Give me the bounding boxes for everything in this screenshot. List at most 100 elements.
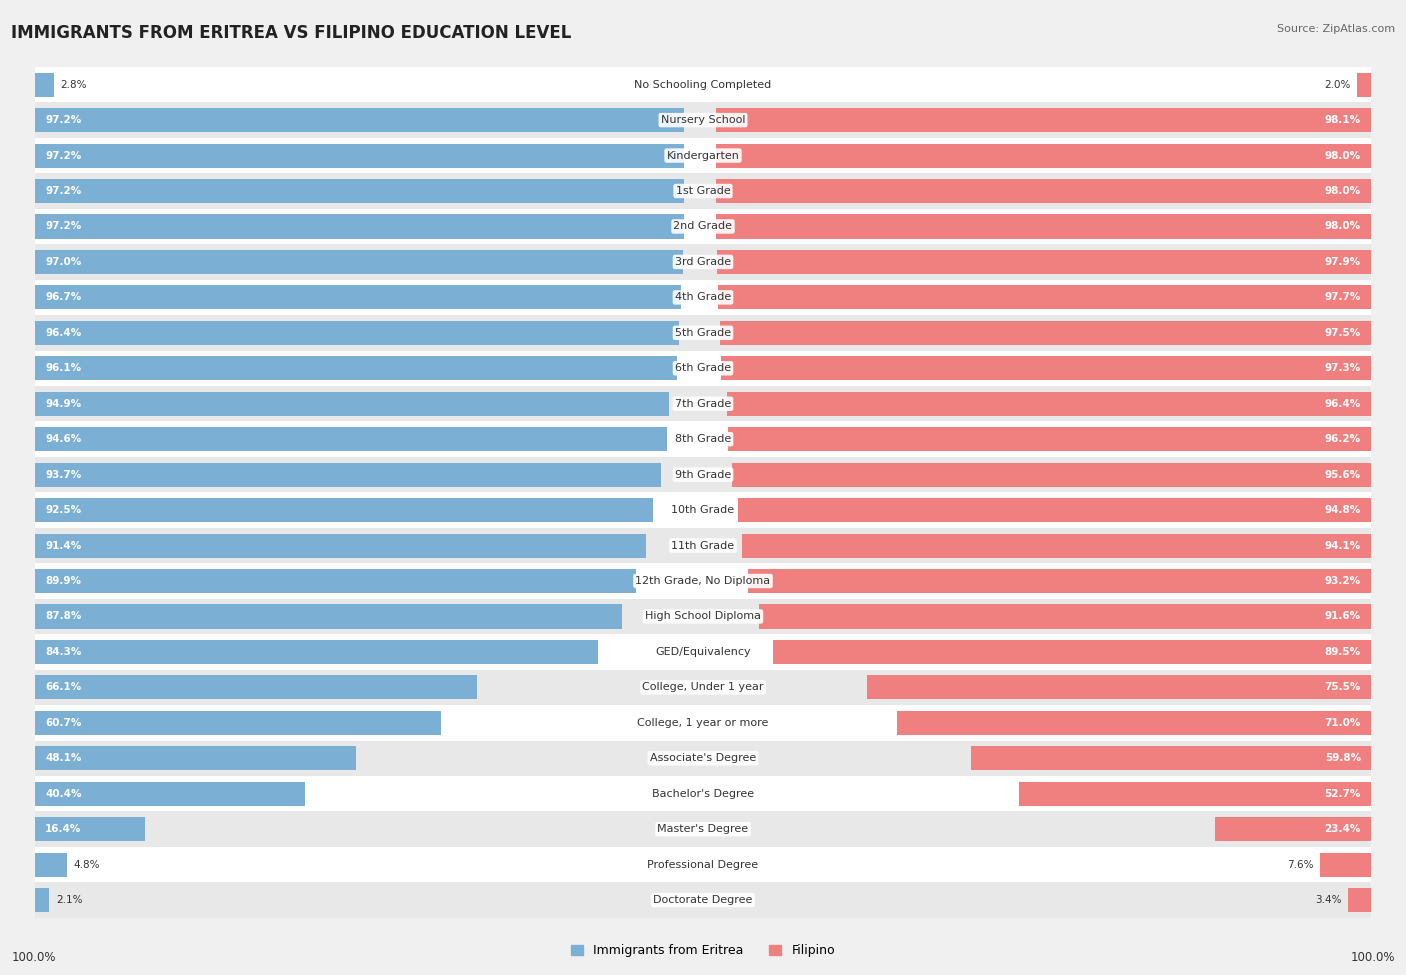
Text: 91.4%: 91.4%	[45, 540, 82, 551]
Bar	[35, 392, 669, 415]
Bar	[35, 421, 1371, 457]
Text: 23.4%: 23.4%	[1324, 824, 1361, 835]
Bar	[35, 143, 685, 168]
Text: 96.7%: 96.7%	[45, 292, 82, 302]
Text: 1st Grade: 1st Grade	[676, 186, 730, 196]
Bar	[35, 599, 1371, 634]
Bar	[35, 321, 679, 345]
Bar	[35, 782, 305, 805]
Bar	[35, 527, 1371, 564]
Bar	[733, 462, 1371, 487]
Text: 16.4%: 16.4%	[45, 824, 82, 835]
Bar	[1215, 817, 1371, 841]
Bar	[35, 72, 53, 97]
Bar	[716, 143, 1371, 168]
Text: 89.9%: 89.9%	[45, 576, 82, 586]
Text: Professional Degree: Professional Degree	[647, 860, 759, 870]
Bar	[35, 351, 1371, 386]
Bar	[35, 214, 685, 239]
Bar	[35, 498, 652, 523]
Text: 3.4%: 3.4%	[1315, 895, 1341, 905]
Text: 97.7%: 97.7%	[1324, 292, 1361, 302]
Text: 48.1%: 48.1%	[45, 754, 82, 763]
Bar	[35, 569, 636, 593]
Text: 52.7%: 52.7%	[1324, 789, 1361, 799]
Text: Master's Degree: Master's Degree	[658, 824, 748, 835]
Bar	[35, 564, 1371, 599]
Bar	[717, 250, 1371, 274]
Bar	[35, 209, 1371, 244]
Text: 75.5%: 75.5%	[1324, 682, 1361, 692]
Text: GED/Equivalency: GED/Equivalency	[655, 647, 751, 657]
Text: 89.5%: 89.5%	[1324, 647, 1361, 657]
Bar	[35, 244, 1371, 280]
Text: 97.2%: 97.2%	[45, 115, 82, 125]
Bar	[35, 356, 676, 380]
Text: 9th Grade: 9th Grade	[675, 470, 731, 480]
Text: 60.7%: 60.7%	[45, 718, 82, 727]
Bar	[35, 67, 1371, 102]
Bar	[35, 852, 67, 877]
Text: IMMIGRANTS FROM ERITREA VS FILIPINO EDUCATION LEVEL: IMMIGRANTS FROM ERITREA VS FILIPINO EDUC…	[11, 24, 572, 42]
Bar	[773, 640, 1371, 664]
Bar	[1348, 888, 1371, 913]
Text: 96.2%: 96.2%	[1324, 434, 1361, 445]
Text: 3rd Grade: 3rd Grade	[675, 257, 731, 267]
Text: Kindergarten: Kindergarten	[666, 150, 740, 161]
Bar	[35, 280, 1371, 315]
Bar	[35, 882, 1371, 917]
Bar	[972, 746, 1371, 770]
Bar	[716, 108, 1371, 133]
Bar	[759, 604, 1371, 629]
Text: 71.0%: 71.0%	[1324, 718, 1361, 727]
Bar	[35, 847, 1371, 882]
Text: 12th Grade, No Diploma: 12th Grade, No Diploma	[636, 576, 770, 586]
Text: 97.9%: 97.9%	[1324, 257, 1361, 267]
Bar	[35, 776, 1371, 811]
Text: High School Diploma: High School Diploma	[645, 611, 761, 621]
Bar	[1320, 852, 1371, 877]
Text: 94.9%: 94.9%	[45, 399, 82, 409]
Text: 100.0%: 100.0%	[11, 951, 56, 964]
Bar	[35, 250, 683, 274]
Bar	[35, 174, 1371, 209]
Bar	[35, 741, 1371, 776]
Text: 93.7%: 93.7%	[45, 470, 82, 480]
Text: No Schooling Completed: No Schooling Completed	[634, 80, 772, 90]
Bar	[35, 427, 666, 451]
Bar	[728, 427, 1371, 451]
Bar	[35, 286, 681, 309]
Bar	[727, 392, 1371, 415]
Text: 95.6%: 95.6%	[1324, 470, 1361, 480]
Text: 2.0%: 2.0%	[1324, 80, 1351, 90]
Text: 40.4%: 40.4%	[45, 789, 82, 799]
Legend: Immigrants from Eritrea, Filipino: Immigrants from Eritrea, Filipino	[567, 939, 839, 962]
Text: 59.8%: 59.8%	[1324, 754, 1361, 763]
Text: 96.1%: 96.1%	[45, 364, 82, 373]
Text: 98.0%: 98.0%	[1324, 150, 1361, 161]
Bar	[35, 179, 685, 203]
Text: Source: ZipAtlas.com: Source: ZipAtlas.com	[1277, 24, 1395, 34]
Bar	[716, 179, 1371, 203]
Text: Nursery School: Nursery School	[661, 115, 745, 125]
Bar	[718, 286, 1371, 309]
Bar	[35, 604, 621, 629]
Bar	[721, 356, 1371, 380]
Text: 94.6%: 94.6%	[45, 434, 82, 445]
Bar	[35, 817, 145, 841]
Text: College, Under 1 year: College, Under 1 year	[643, 682, 763, 692]
Text: 4.8%: 4.8%	[75, 860, 100, 870]
Text: 6th Grade: 6th Grade	[675, 364, 731, 373]
Bar	[35, 462, 661, 487]
Text: 94.8%: 94.8%	[1324, 505, 1361, 515]
Text: 5th Grade: 5th Grade	[675, 328, 731, 337]
Text: 98.0%: 98.0%	[1324, 221, 1361, 231]
Text: 7th Grade: 7th Grade	[675, 399, 731, 409]
Bar	[35, 888, 49, 913]
Text: 8th Grade: 8th Grade	[675, 434, 731, 445]
Bar	[742, 533, 1371, 558]
Bar	[1019, 782, 1371, 805]
Bar	[35, 108, 685, 133]
Bar	[897, 711, 1371, 735]
Text: 98.1%: 98.1%	[1324, 115, 1361, 125]
